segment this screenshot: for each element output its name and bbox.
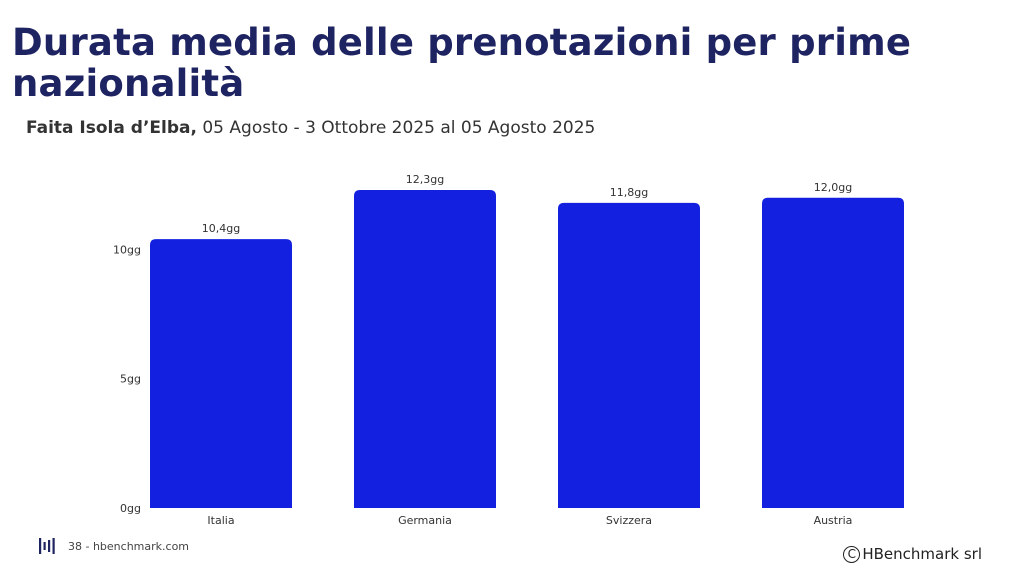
subtitle-property: Faita Isola d’Elba,	[26, 118, 197, 138]
data-label: 11,8gg	[610, 186, 648, 199]
bars-logo-icon	[39, 538, 55, 554]
footer-copyright: C HBenchmark srl	[843, 545, 982, 563]
page-title: Durata media delle prenotazioni per prim…	[12, 21, 912, 105]
subtitle: Faita Isola d’Elba, 05 Agosto - 3 Ottobr…	[26, 118, 595, 138]
page-number-link[interactable]: 38 - hbenchmark.com	[68, 539, 190, 553]
bar	[558, 202, 700, 509]
subtitle-period: 05 Agosto - 3 Ottobre 2025 al 05 Agosto …	[196, 118, 596, 138]
x-tick-label: Germania	[398, 514, 452, 527]
data-label: 12,0gg	[814, 181, 852, 194]
data-label: 10,4gg	[202, 222, 240, 235]
footer-page-info: 38 - hbenchmark.com	[38, 536, 189, 556]
y-tick-label: 10gg	[113, 243, 141, 256]
y-tick-label: 0gg	[120, 502, 141, 515]
x-tick-label: Austria	[814, 514, 853, 527]
bar	[762, 197, 904, 508]
y-tick-label: 5gg	[120, 373, 141, 386]
bar	[354, 190, 496, 508]
x-tick-label: Italia	[207, 514, 234, 527]
copyright-icon: C	[843, 545, 861, 563]
copyright-text: HBenchmark srl	[862, 545, 982, 563]
x-tick-label: Svizzera	[606, 514, 652, 527]
bar	[150, 239, 292, 508]
data-label: 12,3gg	[406, 173, 444, 186]
